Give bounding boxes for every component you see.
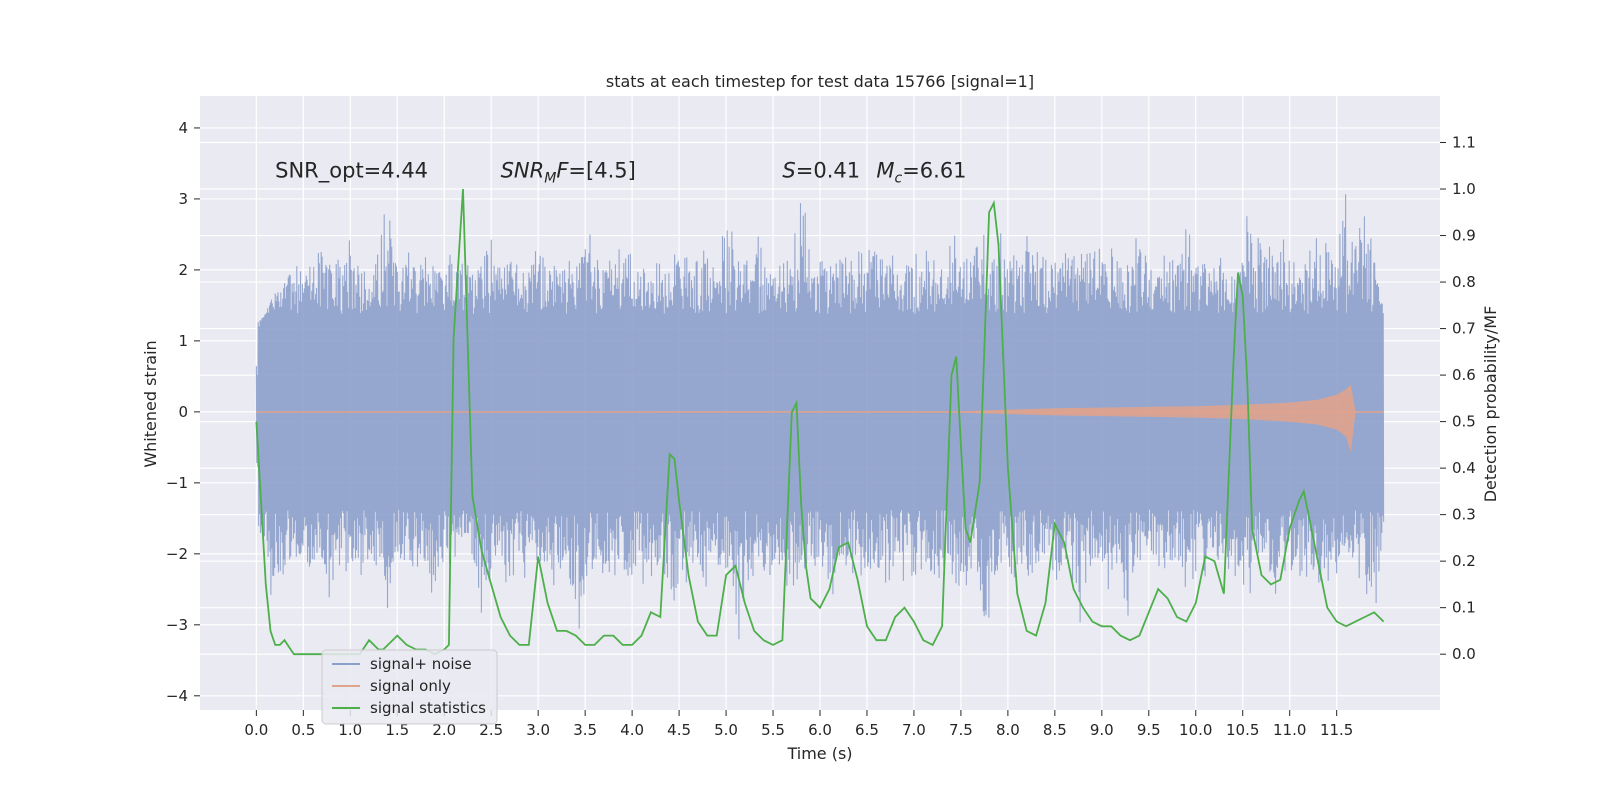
x-tick-label: 11.0	[1273, 721, 1306, 739]
y-right-tick-label: 0.5	[1452, 413, 1476, 431]
x-tick-label: 5.5	[761, 721, 785, 739]
y-right-axis-label: Detection probability/MF	[1481, 306, 1500, 503]
y-right-tick-label: 1.0	[1452, 180, 1476, 198]
y-left-tick-label: −4	[166, 687, 188, 705]
x-tick-label: 1.5	[385, 721, 409, 739]
legend: signal+ noise signal only signal statistic…	[321, 649, 498, 725]
x-axis-ticks: 0.0 0.5 1.0 1.5 2.0 2.5 3.0 3.5 4.0 4.5 5.0 5.5 6.0 6…	[244, 710, 1353, 739]
x-tick-label: 0.5	[291, 721, 315, 739]
x-tick-label: 2.5	[479, 721, 503, 739]
annotation-0: SNR_opt=4.44	[275, 159, 428, 184]
y-right-tick-label: 0.7	[1452, 320, 1476, 338]
y-right-tick-label: 0.6	[1452, 366, 1476, 384]
y-left-tick-label: −1	[166, 474, 188, 492]
x-tick-label: 8.5	[1043, 721, 1067, 739]
annotations: SNR_opt=4.44 SNRMF=[4.5] S=0.41 Mc=6.61	[275, 159, 966, 187]
x-tick-label: 5.0	[714, 721, 738, 739]
x-tick-label: 10.5	[1226, 721, 1259, 739]
y-right-tick-label: 0.1	[1452, 599, 1476, 617]
y-left-axis-label: Whitened strain	[141, 340, 160, 467]
series-signal-statistics	[255, 188, 1385, 656]
legend-label: signal+ noise	[370, 655, 472, 673]
y-left-tick-label: 1	[178, 332, 188, 350]
y-right-tick-label: 0.2	[1452, 552, 1476, 570]
series-layer	[255, 188, 1385, 656]
x-tick-label: 8.0	[996, 721, 1020, 739]
x-tick-label: 4.0	[620, 721, 644, 739]
x-tick-label: 3.0	[526, 721, 550, 739]
x-tick-label: 3.5	[573, 721, 597, 739]
legend-label: signal statistics	[370, 699, 486, 717]
y-right-tick-label: 0.8	[1452, 273, 1476, 291]
annotation-2: S=0.41	[782, 159, 860, 183]
chart-title: stats at each timestep for test data 157…	[606, 72, 1034, 91]
y-left-tick-label: 2	[178, 261, 188, 279]
annotation-1: SNRMF=[4.5]	[501, 159, 636, 187]
x-tick-label: 2.0	[432, 721, 456, 739]
legend-box	[321, 649, 498, 725]
x-tick-label: 4.5	[667, 721, 691, 739]
x-tick-label: 7.5	[949, 721, 973, 739]
y-left-tick-label: −3	[166, 616, 188, 634]
x-tick-label: 10.0	[1179, 721, 1212, 739]
y-left-tick-label: 3	[178, 190, 188, 208]
y-right-tick-label: 0.0	[1452, 645, 1476, 663]
x-tick-label: 9.0	[1090, 721, 1114, 739]
y-right-tick-label: 0.3	[1452, 506, 1476, 524]
y-right-tick-label: 0.9	[1452, 227, 1476, 245]
x-tick-label: 0.0	[244, 721, 268, 739]
x-tick-label: 6.0	[808, 721, 832, 739]
y-left-tick-label: 4	[178, 119, 188, 137]
legend-label: signal only	[370, 677, 451, 695]
y-left-tick-label: −2	[166, 545, 188, 563]
y-right-axis-ticks: 1.1 1.0 0.9 0.8 0.7 0.6 0.5 0.4 0.3 0.2 0.1 0.0	[1440, 134, 1476, 663]
annotation-3: Mc=6.61	[876, 159, 966, 187]
x-tick-label: 6.5	[855, 721, 879, 739]
x-tick-label: 1.0	[338, 721, 362, 739]
x-axis-label: Time (s)	[786, 744, 852, 763]
y-right-tick-label: 1.1	[1452, 134, 1476, 152]
x-tick-label: 11.5	[1320, 721, 1353, 739]
y-left-axis-ticks: 4 3 2 1 0 −1 −2 −3 −4	[166, 119, 200, 705]
series-signal-noise	[255, 194, 1385, 640]
y-right-tick-label: 0.4	[1452, 459, 1476, 477]
y-left-tick-label: 0	[178, 403, 188, 421]
x-tick-label: 9.5	[1137, 721, 1161, 739]
x-tick-label: 7.0	[902, 721, 926, 739]
